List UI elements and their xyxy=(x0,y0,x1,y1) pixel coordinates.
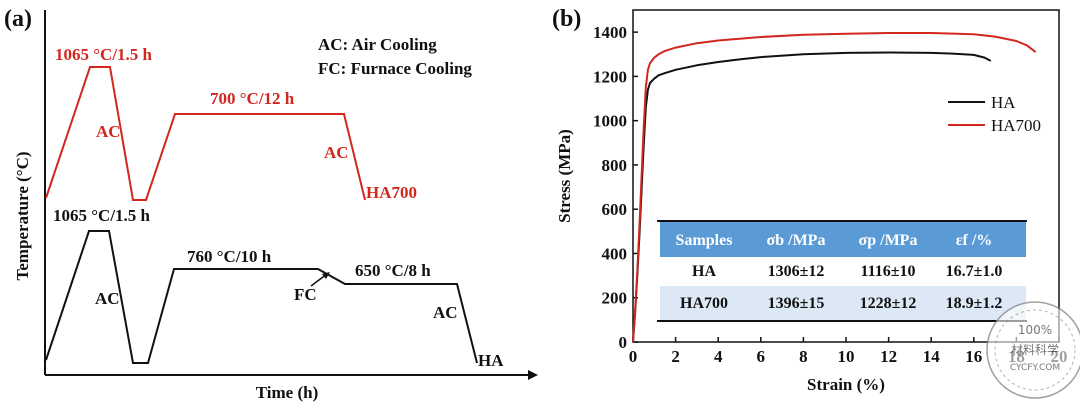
table-header-sigma-p: σp /MPa xyxy=(859,232,918,249)
x-tick-label: 8 xyxy=(799,347,808,366)
black-fc: FC xyxy=(294,285,317,304)
watermark-bottom: CYCFY.COM xyxy=(1010,363,1060,373)
table-header-epsilon-f: εf /% xyxy=(956,232,993,249)
table-header-samples: Samples xyxy=(676,232,733,249)
panel-a: (a) Temperature (°C) Time (h) AC: Air Co… xyxy=(4,6,538,402)
x-tick-label: 2 xyxy=(671,347,680,366)
y-tick-label: 1000 xyxy=(593,112,627,131)
legend-label-ha700: HA700 xyxy=(991,116,1041,135)
legend-label-ha: HA xyxy=(991,93,1016,112)
red-label-1: 1065 °C/1.5 h xyxy=(55,45,153,64)
inset-table: Samples σb /MPa σp /MPa εf /% HA 1306±12… xyxy=(657,220,1027,322)
black-end-label: HA xyxy=(478,351,504,370)
y-tick-label: 1400 xyxy=(593,23,627,42)
table-header-sigma-b: σb /MPa xyxy=(767,232,826,249)
red-ac-1: AC xyxy=(96,122,121,141)
red-label-2: 700 °C/12 h xyxy=(210,89,295,108)
curves xyxy=(632,32,1037,343)
table-header-bg xyxy=(660,222,1026,257)
legend-fc: FC: Furnace Cooling xyxy=(318,59,472,78)
x-tick-label: 0 xyxy=(629,347,638,366)
watermark-middle: 材料科学 xyxy=(1011,342,1059,357)
table-cell-r1-c2: 1306±12 xyxy=(768,263,825,280)
red-heat-profile xyxy=(45,66,366,201)
legend-ac: AC: Air Cooling xyxy=(318,35,437,54)
y-tick-label: 400 xyxy=(602,244,628,263)
x-tick-label: 6 xyxy=(757,347,766,366)
panel-a-label: (a) xyxy=(4,6,32,32)
y-tick-label: 0 xyxy=(619,333,628,352)
x-axis-label-a: Time (h) xyxy=(256,383,319,402)
y-tick-label: 600 xyxy=(602,200,628,219)
table-cell-r1-c1: HA xyxy=(692,263,716,280)
watermark-stamp: 100% 材料科学 CYCFY.COM xyxy=(986,301,1080,399)
y-tick-label: 800 xyxy=(602,156,628,175)
table-cell-r1-c3: 1116±10 xyxy=(860,263,915,280)
table-row-bg xyxy=(660,286,1026,320)
red-end-label: HA700 xyxy=(366,183,417,202)
x-axis-label-b: Strain (%) xyxy=(807,375,885,394)
series-ha700-line xyxy=(632,32,1037,343)
table-cell-r2-c2: 1396±15 xyxy=(768,295,825,312)
x-axis-arrow xyxy=(528,370,538,380)
black-ac-2: AC xyxy=(433,303,458,322)
y-axis-label-b: Stress (MPa) xyxy=(555,129,574,223)
table-cell-r1-c4: 16.7±1.0 xyxy=(946,263,1003,280)
x-tick-label: 10 xyxy=(838,347,855,366)
black-label-1: 1065 °C/1.5 h xyxy=(53,206,151,225)
black-heat-profile xyxy=(45,230,478,364)
panel-b-label: (b) xyxy=(552,6,581,32)
red-ac-2: AC xyxy=(324,143,349,162)
y-tick-label: 200 xyxy=(602,289,628,308)
table-cell-r2-c3: 1228±12 xyxy=(860,295,917,312)
watermark-inner-ring xyxy=(994,309,1076,391)
y-ticks: 0 200 400 600 800 1000 1200 1400 xyxy=(593,23,638,352)
x-tick-label: 12 xyxy=(880,347,897,366)
x-tick-label: 14 xyxy=(923,347,941,366)
y-axis-label-a: Temperature (°C) xyxy=(13,151,32,280)
fc-pointer-arrowhead xyxy=(322,272,330,279)
watermark-circle xyxy=(986,301,1080,399)
x-tick-label: 4 xyxy=(714,347,723,366)
x-tick-label: 16 xyxy=(965,347,982,366)
y-tick-label: 1200 xyxy=(593,67,627,86)
table-cell-r2-c1: HA700 xyxy=(680,295,728,312)
table-cell-r2-c4: 18.9±1.2 xyxy=(946,295,1003,312)
legend: HA HA700 xyxy=(948,93,1041,135)
black-ac-1: AC xyxy=(95,289,120,308)
panel-b: (b) 02468101214161820 020040060080010001… xyxy=(552,6,1080,399)
watermark-top: 100% xyxy=(1018,323,1052,337)
black-label-2: 760 °C/10 h xyxy=(187,247,272,266)
black-label-3: 650 °C/8 h xyxy=(355,261,431,280)
